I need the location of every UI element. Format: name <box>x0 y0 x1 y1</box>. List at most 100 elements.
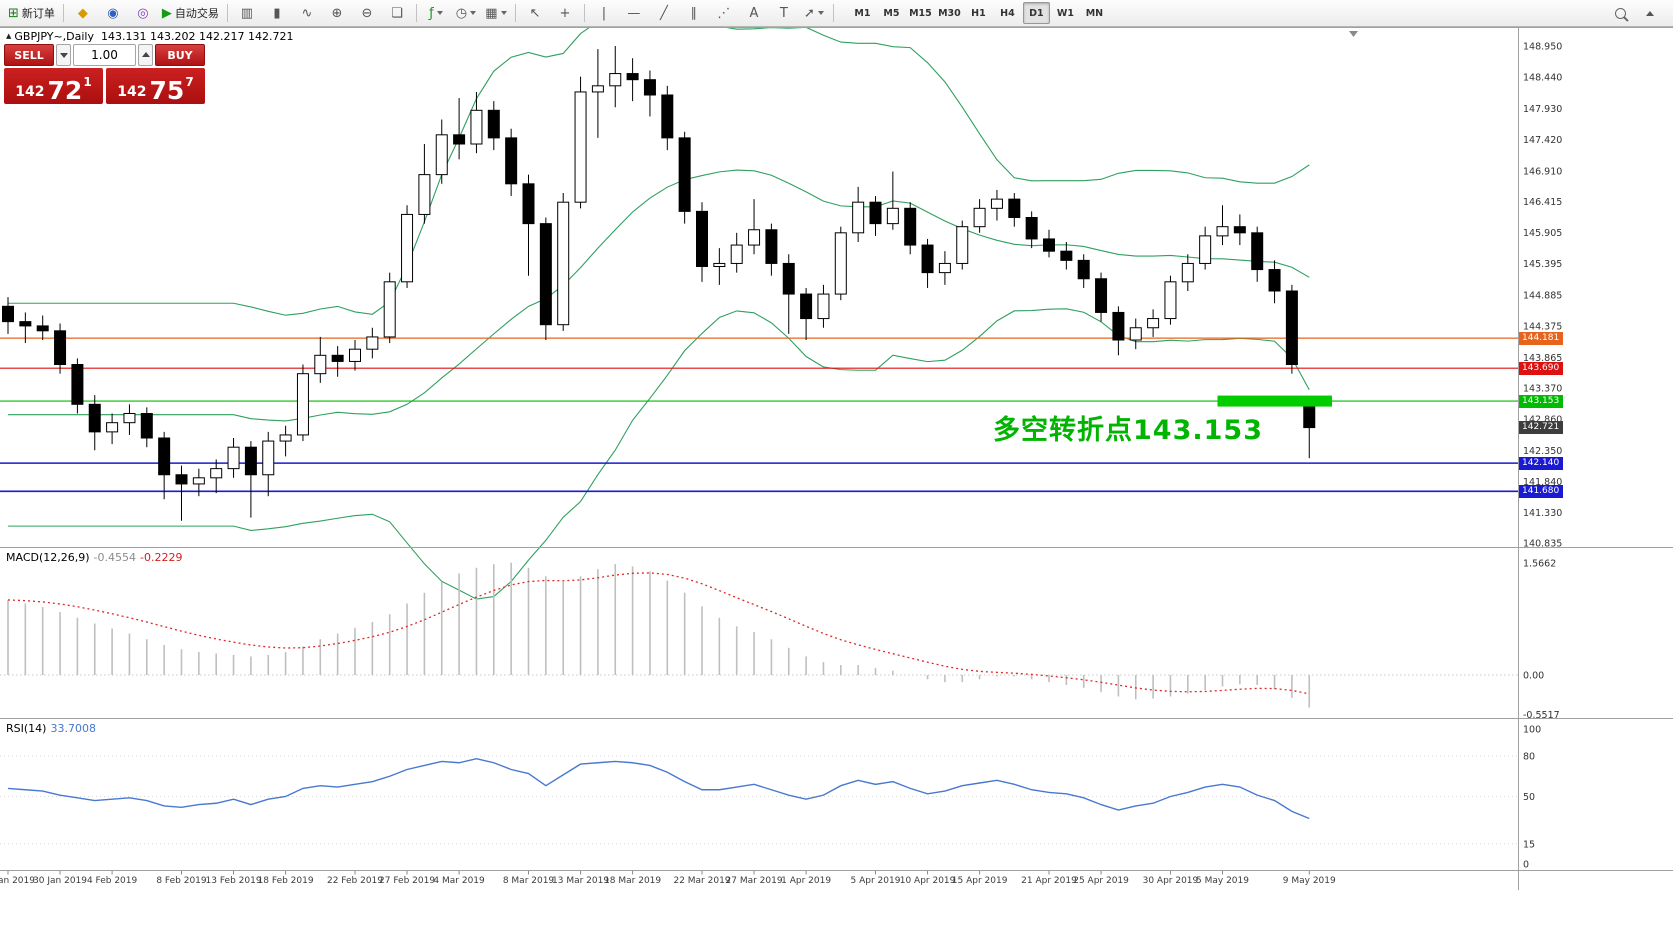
svg-text:145.395: 145.395 <box>1523 259 1562 270</box>
volume-input[interactable] <box>73 44 136 66</box>
new-order-button[interactable]: ⊞ 新订单 <box>8 5 55 21</box>
crosshair-icon[interactable]: + <box>559 5 571 21</box>
rsi-layer <box>0 755 1518 845</box>
timeframe-m1[interactable]: M1 <box>854 7 871 19</box>
search-icon[interactable] <box>1605 1 1635 25</box>
rsi-label-text: RSI(14) <box>6 722 47 735</box>
candles-layer <box>2 46 1316 521</box>
svg-text:147.420: 147.420 <box>1523 135 1562 146</box>
svg-text:5 May 2019: 5 May 2019 <box>1196 876 1249 886</box>
zoom-in-icon[interactable]: ⊕ <box>331 5 343 21</box>
label-icon[interactable]: T <box>779 5 788 21</box>
macd-signal-value: -0.2229 <box>140 551 183 564</box>
svg-text:30 Jan 2019: 30 Jan 2019 <box>33 876 87 886</box>
text-icon[interactable]: A <box>749 5 759 21</box>
svg-text:13 Feb 2019: 13 Feb 2019 <box>206 876 262 886</box>
svg-text:-0.5517: -0.5517 <box>1523 710 1560 721</box>
sell-price-display[interactable]: 142 72 1 <box>4 68 103 104</box>
data-window-icon[interactable]: ◉ <box>107 5 119 21</box>
toolbar-separator <box>62 4 64 22</box>
svg-text:22 Feb 2019: 22 Feb 2019 <box>327 876 383 886</box>
toolbar-buttons: ⊞ 新订单 ◆ ◉ ◎ ▶ 自动交易 ▥ ▮ ∿ ⊕ ⊖ ❏ ƒ ◷ ▦ ↖ + | — ╱ ∥ ⋰ A T ➚ <box>4 0 838 26</box>
bollinger-bands <box>8 0 1310 600</box>
line-chart-icon[interactable]: ∿ <box>301 5 313 21</box>
buy-price-display[interactable]: 142 75 7 <box>106 68 205 104</box>
volume-decrease-button[interactable] <box>56 44 71 66</box>
timeframe-d1[interactable]: D1 <box>1022 2 1050 24</box>
svg-text:80: 80 <box>1523 752 1535 763</box>
svg-text:8 Mar 2019: 8 Mar 2019 <box>503 876 555 886</box>
svg-text:148.440: 148.440 <box>1523 73 1562 84</box>
toolbar-collapse-icon[interactable] <box>1635 1 1665 25</box>
svg-text:141.840: 141.840 <box>1523 477 1562 488</box>
svg-text:18 Feb 2019: 18 Feb 2019 <box>258 876 314 886</box>
panel-splitters[interactable] <box>0 27 1673 890</box>
svg-text:141.330: 141.330 <box>1523 508 1562 519</box>
templates-icon[interactable]: ▦ <box>481 1 511 25</box>
trendline-icon[interactable]: ╱ <box>659 5 668 21</box>
svg-text:25 Jan 2019: 25 Jan 2019 <box>0 876 35 886</box>
svg-text:27 Feb 2019: 27 Feb 2019 <box>379 876 435 886</box>
svg-text:146.910: 146.910 <box>1523 166 1562 177</box>
caret-down-icon <box>60 53 68 58</box>
autotrading-button[interactable]: ▶ 自动交易 <box>161 5 219 21</box>
buy-price-sup: 7 <box>185 75 194 89</box>
svg-text:27 Mar 2019: 27 Mar 2019 <box>726 876 783 886</box>
svg-text:13 Mar 2019: 13 Mar 2019 <box>552 876 609 886</box>
timeframe-bar: M1 M5 M15 M30 H1 H4 D1 W1 MN <box>848 2 1109 24</box>
horizontal-line-icon[interactable]: — <box>627 5 641 21</box>
timeframe-h4[interactable]: H4 <box>1000 7 1015 19</box>
periods-icon[interactable]: ◷ <box>451 1 481 25</box>
chevron-down-icon <box>817 11 824 15</box>
toolbar-separator <box>226 4 228 22</box>
symbol-title: GBPJPY~,Daily <box>14 30 94 43</box>
macd-label-text: MACD(12,26,9) <box>6 551 90 564</box>
svg-text:25 Apr 2019: 25 Apr 2019 <box>1073 876 1129 886</box>
fibonacci-icon[interactable]: ⋰ <box>717 5 731 21</box>
buy-price-pips: 75 <box>149 76 185 105</box>
indicators-icon[interactable]: ƒ <box>421 1 451 25</box>
highlight-zone <box>1217 395 1332 407</box>
price-level-badge: 141.680 <box>1519 484 1563 498</box>
zoom-out-icon[interactable]: ⊖ <box>361 5 373 21</box>
svg-text:5 Apr 2019: 5 Apr 2019 <box>851 876 901 886</box>
timeframe-m30[interactable]: M30 <box>938 7 961 19</box>
candlestick-chart-icon[interactable]: ▮ <box>273 5 281 21</box>
collapse-triangle-icon: ▲ <box>6 32 12 40</box>
svg-text:18 Mar 2019: 18 Mar 2019 <box>604 876 661 886</box>
svg-text:142.350: 142.350 <box>1523 446 1562 457</box>
svg-text:9 May 2019: 9 May 2019 <box>1283 876 1336 886</box>
channel-icon[interactable]: ∥ <box>690 5 698 21</box>
svg-text:4 Feb 2019: 4 Feb 2019 <box>87 876 138 886</box>
volume-increase-button[interactable] <box>138 44 153 66</box>
sell-price-pips: 72 <box>47 76 83 105</box>
chevron-down-icon <box>500 11 507 15</box>
turning-point-annotation: 多空转折点143.153 <box>993 415 1263 446</box>
sell-price-sup: 1 <box>83 75 92 89</box>
timeframe-w1[interactable]: W1 <box>1056 7 1074 19</box>
symbol-info: ▲ GBPJPY~,Daily 143.131 143.202 142.217 14… <box>6 30 293 43</box>
toolbar-separator <box>415 4 417 22</box>
tile-windows-icon[interactable]: ❏ <box>391 5 403 21</box>
timeframe-m15[interactable]: M15 <box>909 7 932 19</box>
buy-button[interactable]: BUY <box>155 44 205 66</box>
toolbar-separator <box>514 4 516 22</box>
vertical-line-icon[interactable]: | <box>601 5 607 21</box>
price-level-badge: 143.153 <box>1519 394 1563 408</box>
market-watch-icon[interactable]: ◆ <box>77 5 88 21</box>
timeframe-m5[interactable]: M5 <box>883 7 900 19</box>
price-level-badge: 144.181 <box>1519 331 1563 345</box>
bar-chart-icon[interactable]: ▥ <box>240 5 254 21</box>
toolbar-separator <box>583 4 585 22</box>
arrows-icon[interactable]: ➚ <box>799 1 829 25</box>
sell-button[interactable]: SELL <box>4 44 54 66</box>
svg-text:148.950: 148.950 <box>1523 42 1562 53</box>
timeframe-mn[interactable]: MN <box>1085 7 1104 19</box>
navigator-icon[interactable]: ◎ <box>137 5 149 21</box>
svg-text:0: 0 <box>1523 860 1529 871</box>
timeframe-h1[interactable]: H1 <box>971 7 986 19</box>
cursor-icon[interactable]: ↖ <box>529 5 541 21</box>
sell-price-main: 142 <box>15 84 45 100</box>
